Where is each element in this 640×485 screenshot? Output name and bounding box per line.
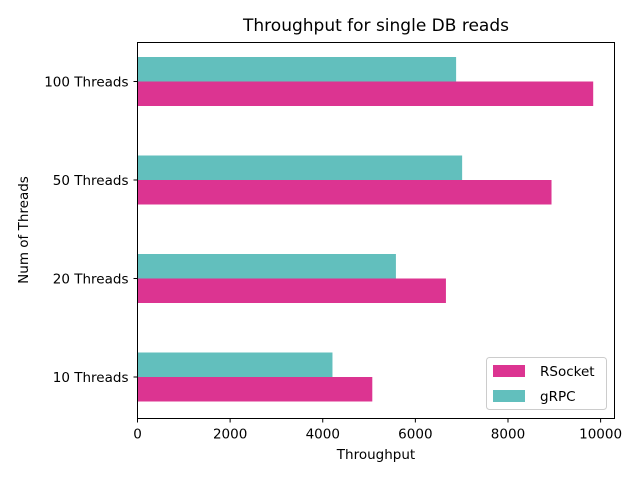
x-tick-label: 10000 (579, 427, 622, 443)
x-tick-label: 6000 (398, 427, 432, 443)
plot-area: 10 Threads 20 Threads 50 Threads 100 Thread… (44, 57, 622, 443)
bar-grpc-50-threads (137, 155, 463, 180)
legend-swatch-grpc (493, 390, 525, 402)
legend-swatch-rsocket (493, 365, 525, 377)
bar-grpc-100-threads (137, 57, 457, 82)
legend: RSocket gRPC (486, 357, 607, 410)
x-tick-label: 2000 (213, 427, 247, 443)
y-tick-label: 100 Threads (44, 75, 128, 91)
bar-rsocket-50-threads (137, 180, 552, 205)
y-axis-label: Num of Threads (16, 176, 32, 284)
bar-rsocket-20-threads (137, 278, 446, 303)
bar-grpc-20-threads (137, 254, 396, 279)
legend-label-grpc: gRPC (540, 389, 576, 405)
axes-frame (137, 42, 615, 419)
bar-grpc-10-threads (137, 352, 333, 377)
legend-label-rsocket: RSocket (540, 364, 595, 380)
y-tick-label: 10 Threads (53, 370, 129, 386)
x-tick-label: 8000 (491, 427, 525, 443)
y-tick-label: 20 Threads (53, 272, 129, 288)
x-tick-label: 0 (133, 427, 142, 443)
y-tick-label: 50 Threads (53, 173, 129, 189)
x-axis-label: Throughput (336, 447, 415, 463)
bar-rsocket-100-threads (137, 81, 594, 106)
x-tick-label: 4000 (306, 427, 340, 443)
chart-title: Throughput for single DB reads (242, 16, 509, 36)
bar-rsocket-10-threads (137, 377, 373, 402)
